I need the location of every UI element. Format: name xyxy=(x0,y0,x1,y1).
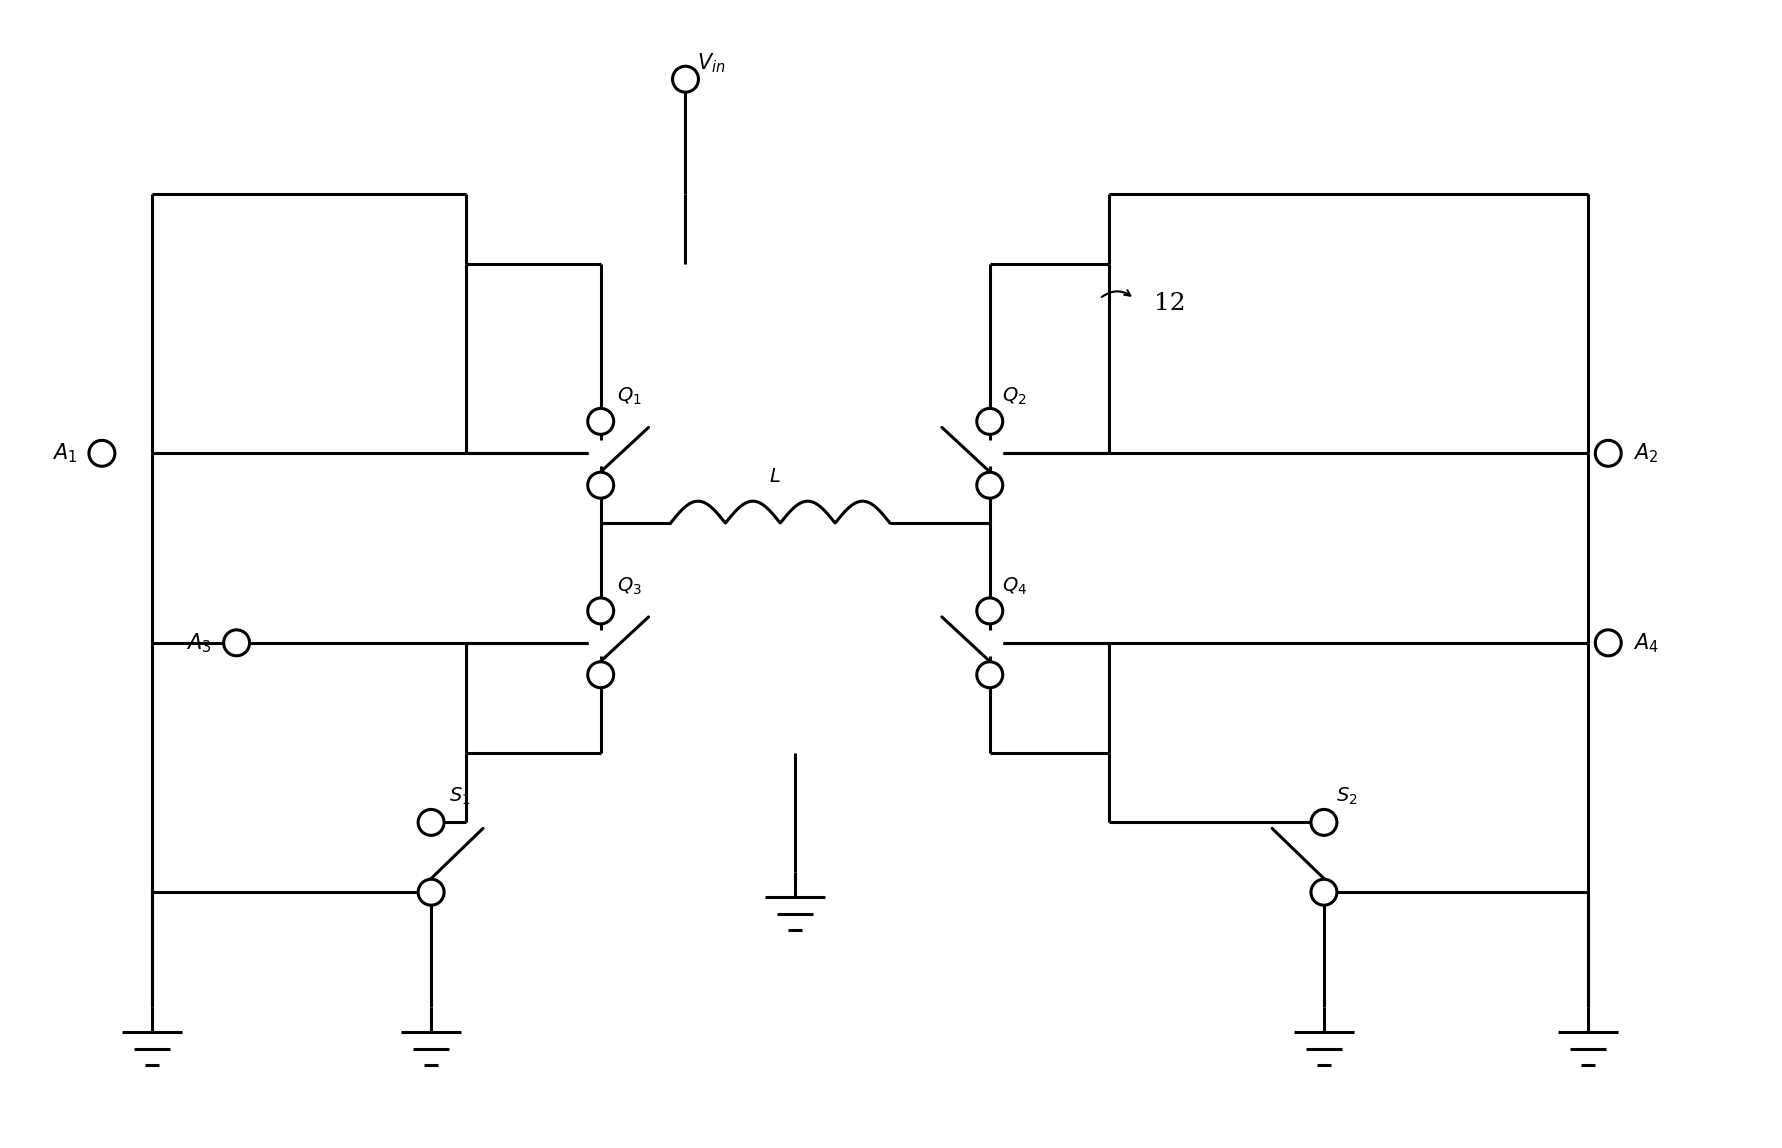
Circle shape xyxy=(977,472,1001,498)
Circle shape xyxy=(672,67,699,92)
Text: $S_2$: $S_2$ xyxy=(1335,786,1356,807)
Text: $A_3$: $A_3$ xyxy=(185,631,212,654)
Circle shape xyxy=(223,630,249,656)
Text: $A_2$: $A_2$ xyxy=(1632,442,1657,465)
Text: $Q_1$: $Q_1$ xyxy=(617,386,642,408)
Text: $Q_4$: $Q_4$ xyxy=(1001,575,1026,597)
Circle shape xyxy=(588,409,613,434)
Circle shape xyxy=(588,661,613,688)
Circle shape xyxy=(1310,879,1336,905)
Text: $A_1$: $A_1$ xyxy=(52,442,77,465)
Circle shape xyxy=(419,809,444,836)
Circle shape xyxy=(588,598,613,623)
Circle shape xyxy=(1310,809,1336,836)
Text: $S_1$: $S_1$ xyxy=(449,786,470,807)
Circle shape xyxy=(89,441,114,466)
Text: 12: 12 xyxy=(1153,292,1185,316)
Circle shape xyxy=(1595,441,1620,466)
Text: $L$: $L$ xyxy=(770,468,781,487)
Circle shape xyxy=(1595,630,1620,656)
Text: $Q_3$: $Q_3$ xyxy=(617,575,642,597)
Text: $V_{in}$: $V_{in}$ xyxy=(697,52,725,76)
Circle shape xyxy=(419,879,444,905)
Circle shape xyxy=(977,409,1001,434)
Text: $A_4$: $A_4$ xyxy=(1632,631,1657,654)
Circle shape xyxy=(977,598,1001,623)
Circle shape xyxy=(977,661,1001,688)
Text: $Q_2$: $Q_2$ xyxy=(1001,386,1026,408)
Circle shape xyxy=(588,472,613,498)
